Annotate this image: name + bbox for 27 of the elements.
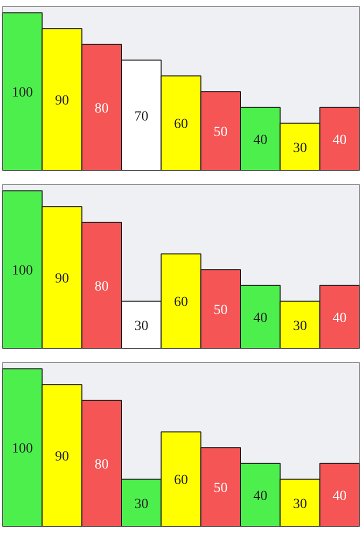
- data-label: 80: [94, 457, 109, 472]
- data-label: 90: [55, 272, 69, 287]
- data-label: 40: [253, 310, 268, 326]
- data-label: 100: [12, 264, 33, 279]
- data-label: 30: [293, 318, 307, 334]
- data-label: 90: [55, 94, 69, 109]
- data-label: 30: [134, 318, 148, 334]
- data-label: 70: [134, 109, 148, 124]
- data-label: 50: [214, 303, 228, 318]
- data-label: 50: [214, 125, 228, 140]
- data-label: 60: [174, 295, 188, 310]
- data-label: 40: [253, 132, 268, 148]
- data-label: 90: [55, 450, 69, 465]
- data-label: 30: [134, 496, 148, 512]
- data-label: 50: [214, 481, 228, 496]
- data-label: 100: [12, 442, 33, 457]
- data-label: 60: [174, 473, 188, 488]
- data-label: 100: [12, 86, 33, 101]
- data-label: 40: [332, 488, 347, 504]
- data-label: 40: [332, 310, 347, 326]
- data-label: 80: [94, 101, 109, 116]
- data-label: 80: [94, 279, 109, 294]
- data-label: 30: [293, 140, 307, 156]
- data-label: 60: [174, 117, 188, 132]
- data-label: 30: [293, 496, 307, 512]
- data-label: 40: [253, 488, 268, 504]
- data-label: 40: [332, 132, 347, 148]
